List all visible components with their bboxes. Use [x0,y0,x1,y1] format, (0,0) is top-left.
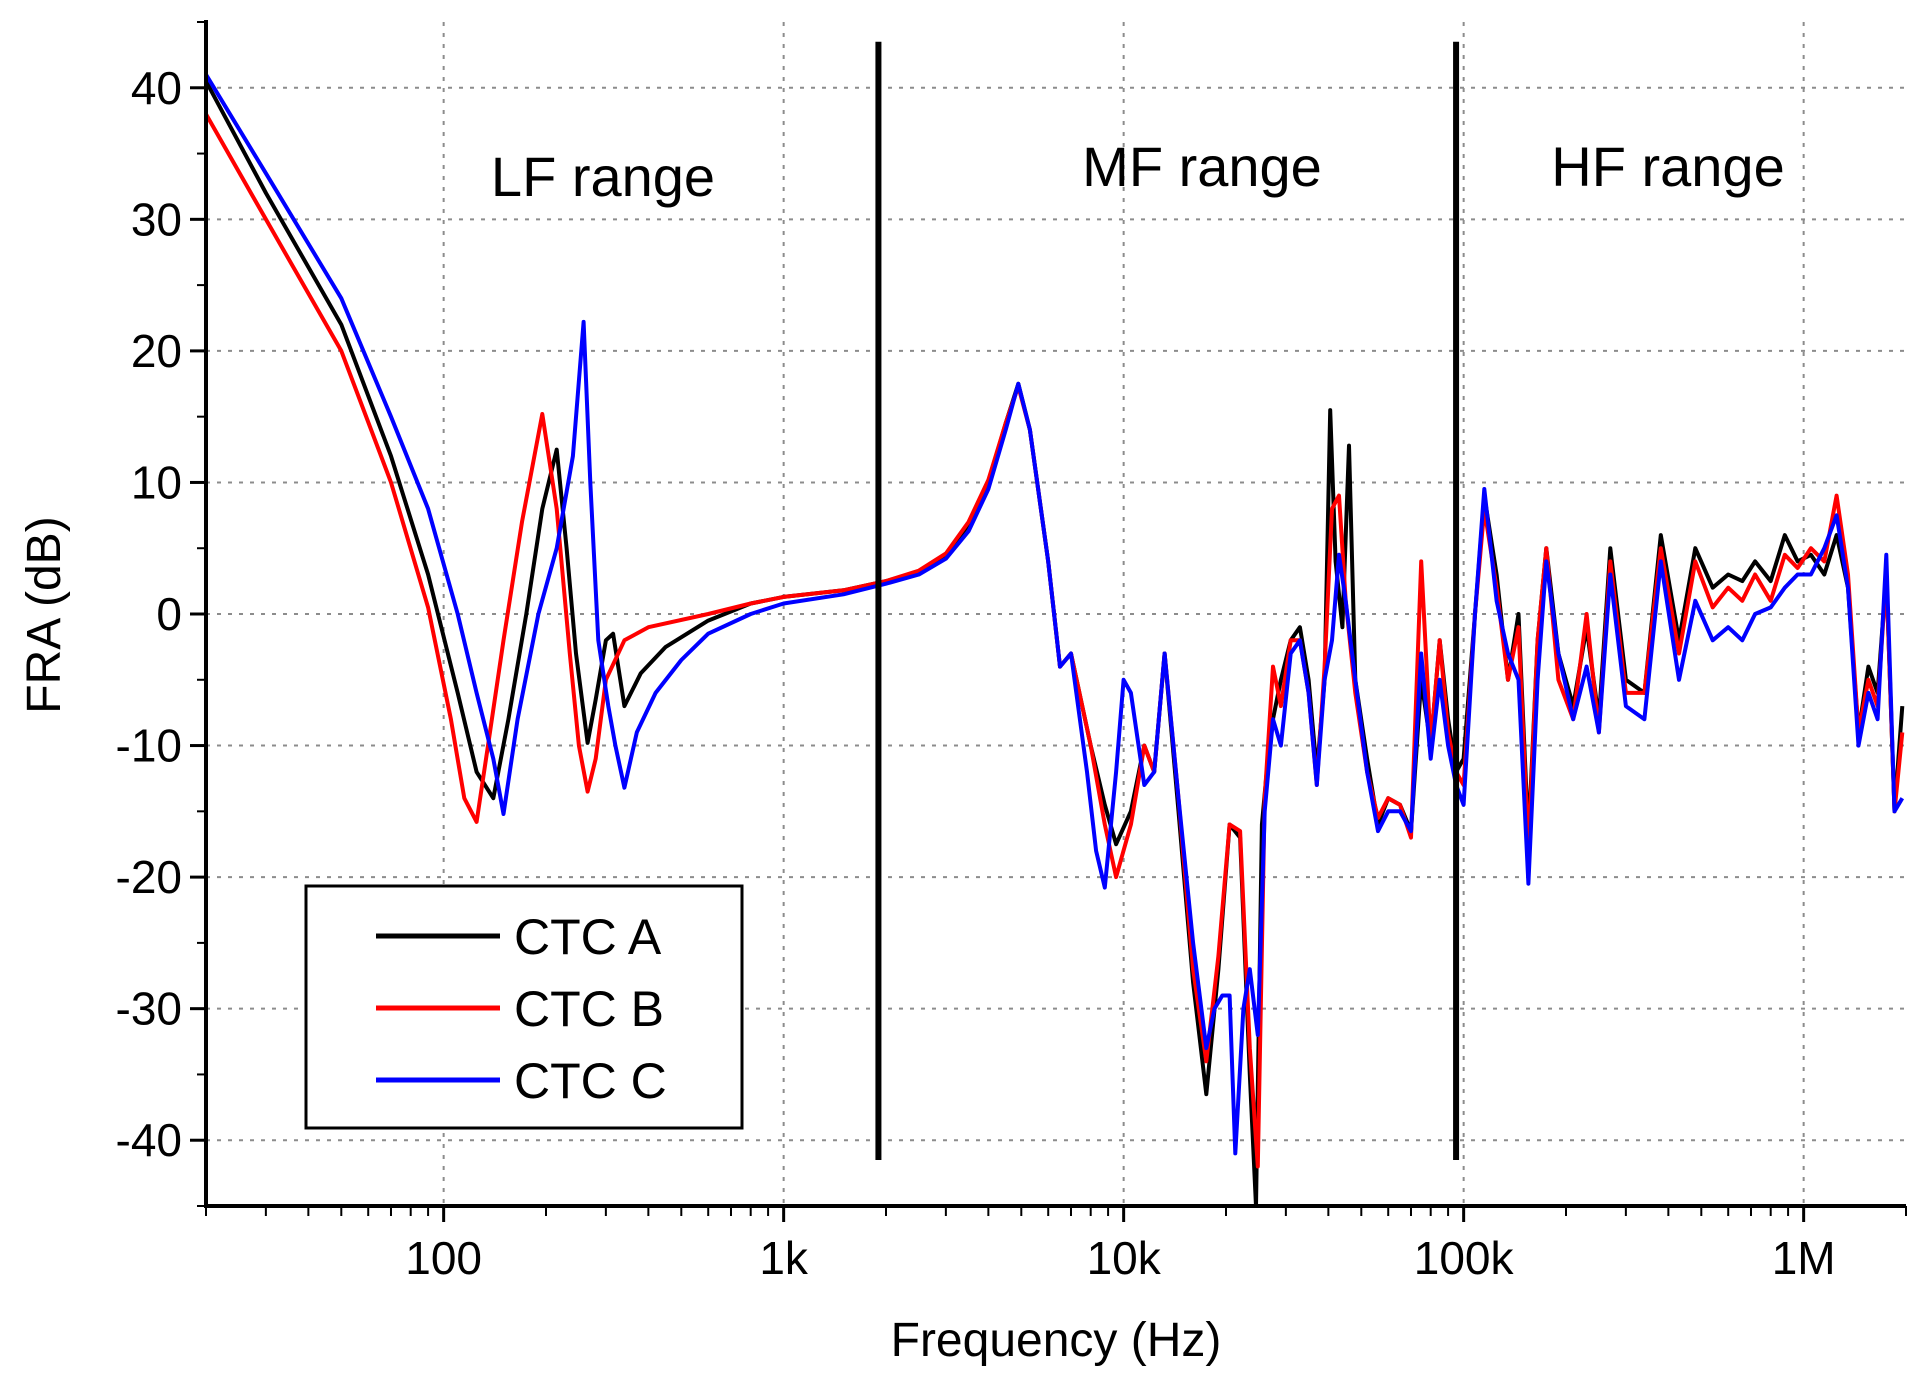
legend: CTC A CTC B CTC C [304,884,744,1130]
y-tick-label: 10 [131,456,182,508]
series-line-ctc-a [206,80,1905,1205]
x-axis-ticks: 100 1k 10k 100k 1M [205,1206,1907,1284]
y-tick-label: 20 [131,325,182,377]
series-line-ctc-c [206,73,1905,1156]
x-tick-label: 100k [1414,1232,1515,1284]
y-tick-label: -30 [116,983,182,1035]
legend-label-ctc-b: CTC B [514,981,664,1037]
y-tick-label: 40 [131,62,182,114]
hf-range-label: HF range [1551,135,1784,198]
lf-range-label: LF range [491,145,715,208]
mf-range-label: MF range [1082,135,1322,198]
y-tick-label: -20 [116,851,182,903]
y-axis-title: FRA (dB) [18,516,71,713]
x-tick-label: 1M [1772,1232,1836,1284]
x-tick-label: 1k [759,1232,809,1284]
y-tick-label: -10 [116,720,182,772]
y-tick-label: 0 [156,588,182,640]
y-tick-label: 30 [131,193,182,245]
x-tick-label: 10k [1087,1232,1162,1284]
y-axis-ticks: 40 30 20 10 0 -10 -20 -30 -40 [116,21,206,1207]
x-tick-label: 100 [405,1232,482,1284]
legend-label-ctc-c: CTC C [514,1053,667,1109]
series-line-ctc-b [206,113,1905,1169]
legend-label-ctc-a: CTC A [514,909,662,965]
series-lines [206,73,1905,1205]
x-axis-title: Frequency (Hz) [891,1314,1222,1367]
y-tick-label: -40 [116,1114,182,1166]
